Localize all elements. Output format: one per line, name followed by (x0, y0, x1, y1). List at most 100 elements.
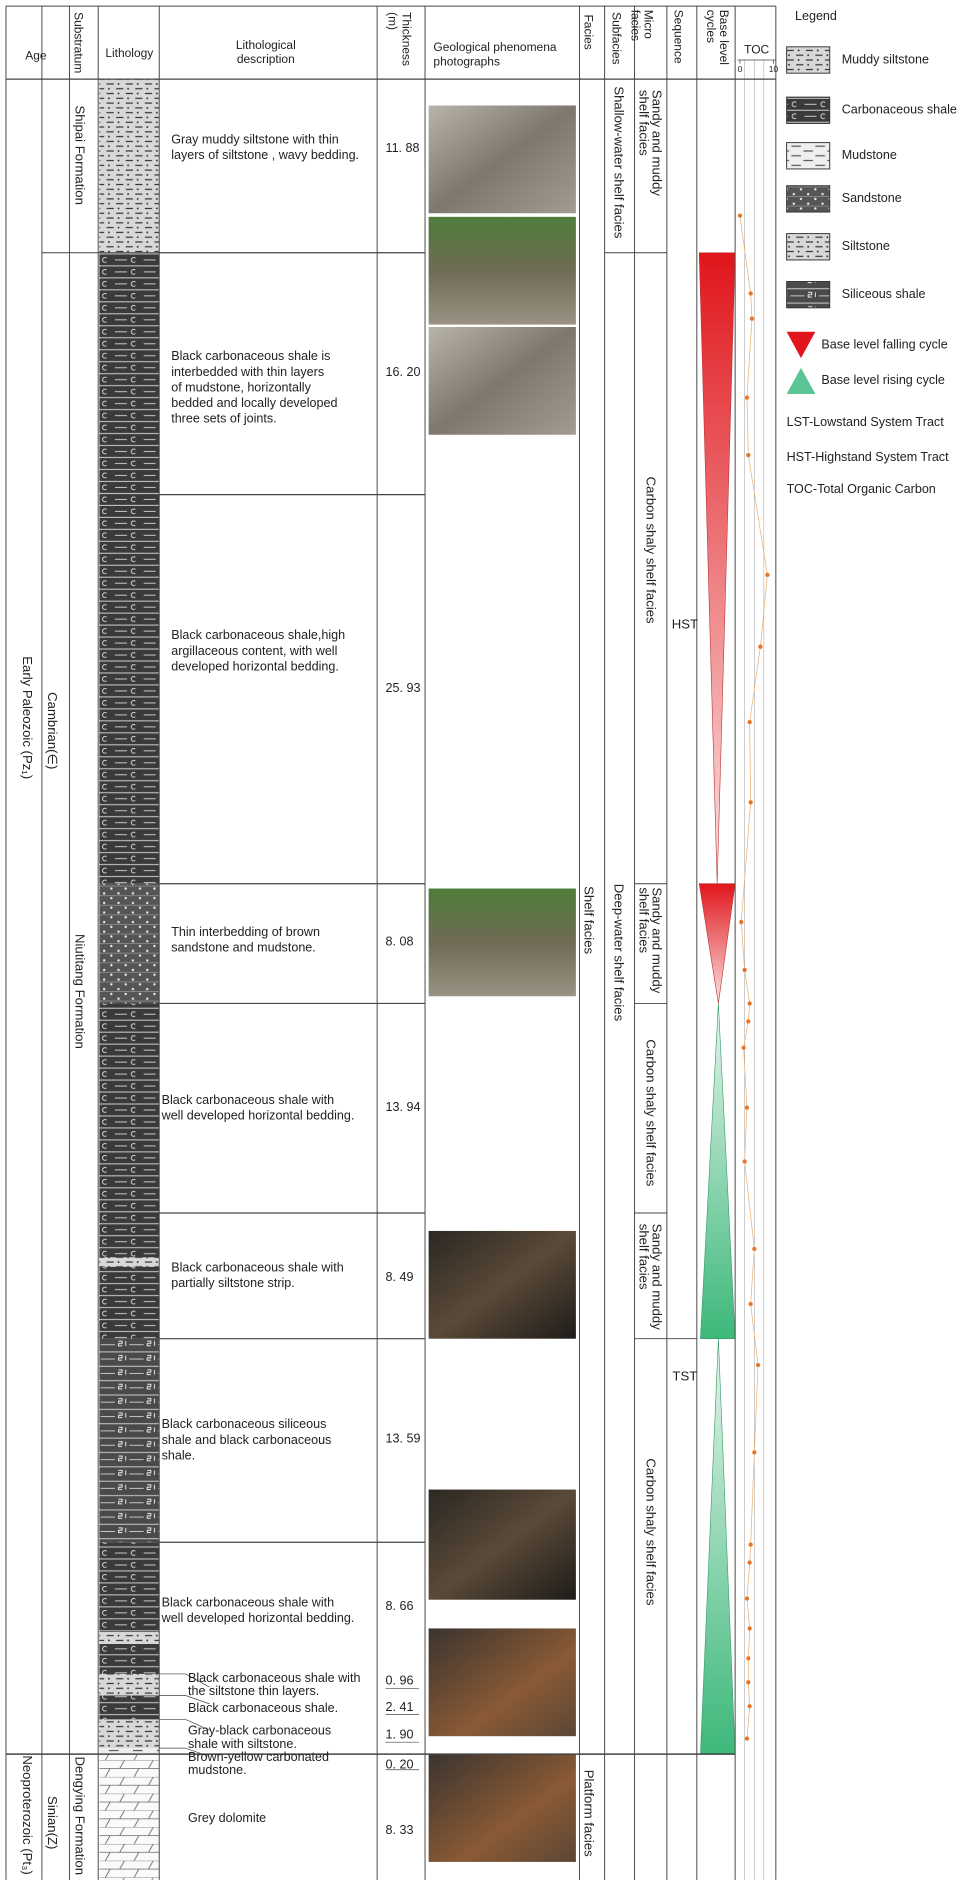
layer-thickness: 8. 49 (386, 1270, 414, 1284)
label: Thickness (400, 12, 414, 66)
toc-point (746, 1656, 751, 1661)
layer-thickness: 13. 94 (386, 1100, 421, 1114)
photo (428, 1754, 576, 1862)
legend-swatch (786, 281, 831, 309)
legend-swatch (786, 96, 831, 124)
layer-description: mudstone. (188, 1763, 247, 1777)
layer-thickness: 13. 59 (386, 1432, 421, 1446)
label: Base level (717, 10, 731, 65)
label: TOC (744, 43, 769, 57)
layer-description: Thin interbedding of brown (171, 925, 320, 939)
toc-point (748, 291, 753, 296)
lithology-layer (99, 1542, 160, 1674)
micro-facies: Sandy and muddy (650, 1224, 665, 1330)
toc-point (744, 1105, 750, 1110)
rule (185, 1719, 210, 1731)
legend-note: HST-Highstand System Tract (787, 450, 949, 464)
legend-item: Mudstone (842, 148, 897, 162)
layer-description: Black carbonaceous shale with (162, 1093, 334, 1107)
label: Subfacies (609, 12, 623, 65)
toc-point (748, 1542, 753, 1547)
legend-item: Siltstone (842, 239, 890, 253)
layer-description: of mudstone, horizontally (171, 380, 311, 394)
erathem: Neoproterozoic (Pt₃) (20, 1755, 35, 1874)
legend-falling (786, 331, 816, 359)
lithology-layer (99, 1003, 160, 1213)
layer-description: interbedded with thin layers (171, 365, 324, 379)
toc-point (747, 1001, 752, 1006)
micro-facies: shelf facies (636, 90, 651, 156)
toc-point (741, 1045, 746, 1050)
layer-thickness: 8. 66 (386, 1599, 414, 1613)
layer-description: partially siltstone strip. (171, 1276, 295, 1290)
toc-point (744, 1596, 750, 1601)
legend-note: LST-Lowstand System Tract (787, 415, 945, 429)
layer-thickness: 0. 96 (386, 1673, 414, 1687)
legend-item: Siliceous shale (842, 287, 926, 301)
legend-swatch (786, 185, 831, 213)
rule (185, 1695, 210, 1705)
layer-description: three sets of joints. (171, 412, 276, 426)
label: Sequence (672, 10, 686, 64)
toc-point (755, 1362, 761, 1368)
toc-point (752, 1246, 757, 1252)
toc-point (744, 395, 750, 400)
toc-line (739, 215, 768, 1739)
rule (185, 1747, 210, 1757)
legend-swatch (786, 142, 831, 170)
photographs (428, 105, 576, 1862)
legend-note: TOC-Total Organic Carbon (787, 482, 936, 496)
micro-facies: Carbon shaly shelf facies (644, 1458, 659, 1605)
micro-facies: shelf facies (636, 887, 651, 953)
toc-point (746, 1019, 751, 1024)
formation: Niutitang Formation (73, 934, 88, 1049)
lithology-layer (99, 1719, 160, 1749)
layer-thickness: 0. 20 (386, 1757, 414, 1771)
legend-item: Muddy siltstone (842, 52, 929, 66)
toc-point (746, 452, 751, 458)
toc-point (747, 1704, 752, 1709)
photo (428, 326, 576, 435)
photo (428, 888, 576, 997)
layer-description: Black carbonaceous shale with (171, 1260, 343, 1274)
layer-description: Brown-yellow carbonated (188, 1750, 329, 1764)
sequence: HST (672, 617, 698, 632)
micro-facies: Carbon shaly shelf facies (644, 1039, 659, 1186)
toc-point (739, 919, 744, 925)
lithology-layer (99, 1695, 160, 1720)
layer-description: Black carbonaceous shale,high (171, 628, 345, 642)
photo (428, 1489, 576, 1600)
lithology-layer (99, 1338, 160, 1543)
falling-cycle (698, 252, 736, 884)
layer-description: Gray-black carbonaceous (188, 1724, 331, 1738)
formation: Dengying Formation (73, 1757, 88, 1875)
toc-point (744, 1736, 750, 1741)
layer-description: Black carbonaceous shale is (171, 349, 330, 363)
layer-description: Grey dolomite (188, 1811, 266, 1825)
legend-item: Sandstone (842, 191, 902, 205)
sequence: TST (672, 1368, 697, 1383)
layer-description: Black carbonaceous shale. (188, 1701, 338, 1715)
layer-thickness: 8. 33 (386, 1823, 414, 1837)
layer-description: shale. (162, 1448, 196, 1462)
layer-description: the siltstone thin layers. (188, 1684, 319, 1698)
toc-point (748, 800, 753, 805)
toc-point (765, 572, 770, 577)
layer-description: Gray muddy siltstone with thin (171, 133, 339, 147)
rising-cycle (700, 1003, 736, 1339)
layer-thickness: 16. 20 (386, 365, 421, 379)
toc-point (747, 1560, 752, 1565)
toc-point (758, 644, 763, 649)
label: (m) (385, 12, 399, 30)
micro-facies: shelf facies (636, 1224, 651, 1290)
toc-point (752, 1450, 757, 1455)
label: Geological phenomena (433, 40, 556, 54)
layer-description: shale and black carbonaceous (162, 1433, 332, 1447)
legend-item: Carbonaceous shale (842, 103, 957, 117)
label: facies (628, 10, 642, 41)
micro-facies: Carbon shaly shelf facies (644, 477, 659, 624)
layer-description: bedded and locally developed (171, 396, 337, 410)
lithology-layer (99, 494, 160, 884)
label: cycles (704, 10, 718, 43)
